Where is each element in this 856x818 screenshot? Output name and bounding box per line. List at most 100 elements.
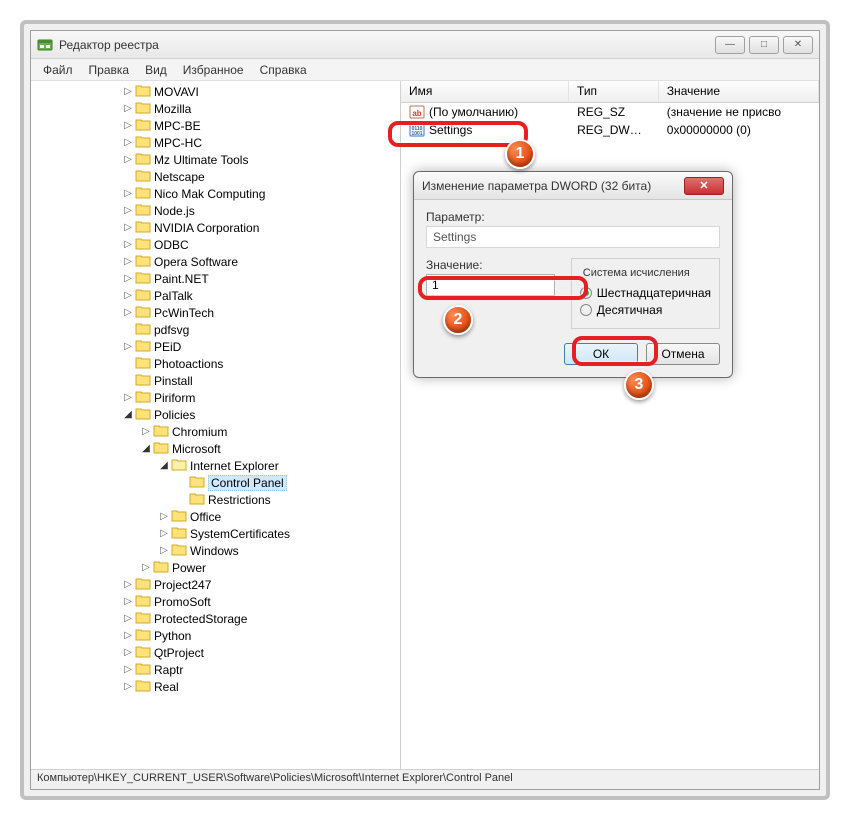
minimize-button[interactable]: — — [715, 36, 745, 54]
tree-label: Paint.NET — [154, 272, 209, 286]
tree-item[interactable]: ▷MPC-HC — [31, 134, 400, 151]
menu-view[interactable]: Вид — [137, 61, 175, 79]
tree-item[interactable]: ▷Python — [31, 627, 400, 644]
expand-icon[interactable]: ▷ — [121, 256, 135, 267]
tree-item[interactable]: Photoactions — [31, 355, 400, 372]
expand-icon[interactable]: ▷ — [121, 103, 135, 114]
tree-item[interactable]: ▷Windows — [31, 542, 400, 559]
expand-icon[interactable]: ▷ — [157, 545, 171, 556]
maximize-button[interactable]: □ — [749, 36, 779, 54]
value-input[interactable] — [426, 274, 555, 296]
tree-item[interactable]: ▷MOVAVI — [31, 83, 400, 100]
expand-icon[interactable]: ▷ — [121, 239, 135, 250]
tree-item[interactable]: ▷PEiD — [31, 338, 400, 355]
tree-item[interactable]: ▷SystemCertificates — [31, 525, 400, 542]
tree-item[interactable]: ▷Mozilla — [31, 100, 400, 117]
tree-item[interactable]: ▷ ProtectedStorage — [31, 610, 400, 627]
tree-item[interactable]: ▷Node.js — [31, 202, 400, 219]
tree-item[interactable]: Restrictions — [31, 491, 400, 508]
expand-icon[interactable]: ▷ — [121, 392, 135, 403]
tree-item[interactable]: ▷Power — [31, 559, 400, 576]
folder-icon — [153, 440, 172, 457]
tree-item[interactable]: ◢Internet Explorer — [31, 457, 400, 474]
tree-item[interactable]: ▷ Project247 — [31, 576, 400, 593]
tree-item[interactable]: ◢Policies — [31, 406, 400, 423]
close-button[interactable]: ✕ — [783, 36, 813, 54]
expand-icon[interactable]: ▷ — [139, 562, 153, 573]
tree-item[interactable]: ▷Nico Mak Computing — [31, 185, 400, 202]
menu-fav[interactable]: Избранное — [175, 61, 252, 79]
outer-shadow-frame: Редактор реестра — □ ✕ Файл Правка Вид И… — [20, 20, 830, 800]
expand-icon[interactable]: ▷ — [121, 613, 135, 624]
tree-item[interactable]: ▷NVIDIA Corporation — [31, 219, 400, 236]
expand-icon[interactable]: ▷ — [121, 137, 135, 148]
value-label: Значение: — [426, 258, 555, 272]
expand-icon[interactable]: ▷ — [121, 647, 135, 658]
tree-label: QtProject — [154, 646, 204, 660]
collapse-icon[interactable]: ◢ — [139, 443, 153, 454]
tree-item[interactable]: ▷Office — [31, 508, 400, 525]
menu-help[interactable]: Справка — [252, 61, 315, 79]
tree-item[interactable]: ▷Mz Ultimate Tools — [31, 151, 400, 168]
tree-item[interactable]: ▷PromoSoft — [31, 593, 400, 610]
expand-icon[interactable]: ▷ — [121, 205, 135, 216]
folder-icon — [171, 542, 190, 559]
tree-label: Chromium — [172, 425, 227, 439]
expand-icon[interactable]: ▷ — [121, 290, 135, 301]
value-row[interactable]: ab(По умолчанию)REG_SZ(значение не присв… — [401, 103, 819, 121]
col-name[interactable]: Имя — [401, 81, 569, 102]
expand-icon[interactable]: ▷ — [139, 426, 153, 437]
expand-icon[interactable]: ▷ — [121, 341, 135, 352]
radix-hex-row[interactable]: Шестнадцатеричная — [580, 286, 711, 300]
folder-icon — [189, 491, 208, 508]
expand-icon[interactable]: ▷ — [121, 307, 135, 318]
value-row[interactable]: 01101001SettingsREG_DWORD0x00000000 (0) — [401, 121, 819, 139]
col-value[interactable]: Значение — [659, 81, 819, 102]
tree-item[interactable]: ▷Opera Software — [31, 253, 400, 270]
expand-icon[interactable]: ▷ — [121, 188, 135, 199]
expand-icon[interactable]: ▷ — [121, 630, 135, 641]
menu-edit[interactable]: Правка — [81, 61, 138, 79]
expand-icon[interactable]: ▷ — [121, 120, 135, 131]
tree-item[interactable]: Pinstall — [31, 372, 400, 389]
expand-icon[interactable]: ▷ — [121, 154, 135, 165]
collapse-icon[interactable]: ◢ — [157, 460, 171, 471]
expand-icon[interactable]: ▷ — [157, 511, 171, 522]
tree-item[interactable]: Control Panel — [31, 474, 400, 491]
col-type[interactable]: Тип — [569, 81, 659, 102]
dialog-titlebar[interactable]: Изменение параметра DWORD (32 бита) ✕ — [414, 172, 732, 200]
tree-item[interactable]: pdfsvg — [31, 321, 400, 338]
tree-item[interactable]: ▷Piriform — [31, 389, 400, 406]
folder-icon — [135, 304, 154, 321]
expand-icon[interactable]: ▷ — [121, 596, 135, 607]
tree-item[interactable]: ▷PalTalk — [31, 287, 400, 304]
expand-icon[interactable]: ▷ — [157, 528, 171, 539]
menu-file[interactable]: Файл — [35, 61, 81, 79]
ok-button[interactable]: ОК — [564, 343, 638, 365]
tree-item[interactable]: ◢Microsoft — [31, 440, 400, 457]
tree-item[interactable]: ▷Raptr — [31, 661, 400, 678]
tree-label: ProtectedStorage — [154, 612, 247, 626]
expand-icon[interactable]: ▷ — [121, 86, 135, 97]
tree-item[interactable]: ▷ Chromium — [31, 423, 400, 440]
expand-icon[interactable]: ▷ — [121, 681, 135, 692]
expand-icon[interactable]: ▷ — [121, 579, 135, 590]
tree-item[interactable]: ▷Real — [31, 678, 400, 695]
tree-item[interactable]: ▷ODBC — [31, 236, 400, 253]
cancel-button[interactable]: Отмена — [646, 343, 720, 365]
expand-icon[interactable]: ▷ — [121, 273, 135, 284]
expand-icon[interactable]: ▷ — [121, 664, 135, 675]
tree-item[interactable]: ▷ Paint.NET — [31, 270, 400, 287]
tree-label: Project247 — [154, 578, 211, 592]
tree-scroll[interactable]: ▷MOVAVI▷Mozilla▷MPC-BE▷MPC-HC▷Mz Ultimat… — [31, 81, 400, 769]
expand-icon[interactable]: ▷ — [121, 222, 135, 233]
tree-item[interactable]: ▷PcWinTech — [31, 304, 400, 321]
radix-dec-row[interactable]: Десятичная — [580, 303, 711, 317]
tree-item[interactable]: ▷MPC-BE — [31, 117, 400, 134]
dialog-close-button[interactable]: ✕ — [684, 177, 724, 195]
folder-icon — [135, 389, 154, 406]
folder-icon — [135, 355, 154, 372]
collapse-icon[interactable]: ◢ — [121, 409, 135, 420]
tree-item[interactable]: Netscape — [31, 168, 400, 185]
tree-item[interactable]: ▷ QtProject — [31, 644, 400, 661]
